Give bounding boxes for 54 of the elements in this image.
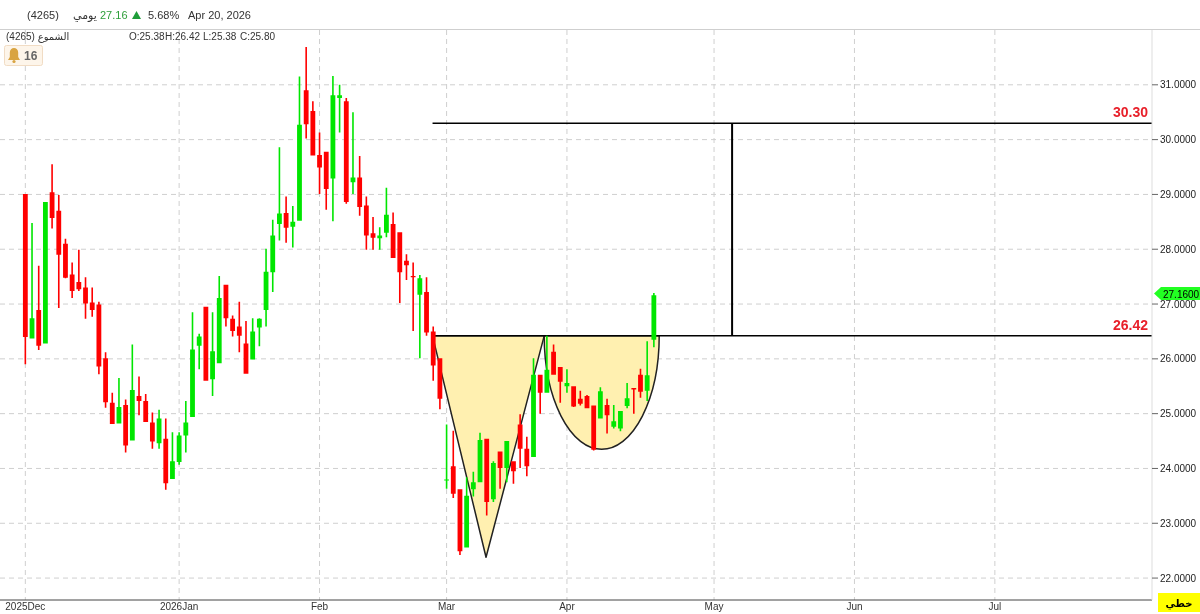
y-tick-label: 31.0000 xyxy=(1160,79,1197,91)
text: Apr 20, 2026 xyxy=(188,9,251,21)
candlestick xyxy=(611,404,617,429)
text: 27.1600 xyxy=(1163,288,1200,300)
y-tick-label: 24.0000 xyxy=(1160,462,1197,474)
annotation: C:25.80 xyxy=(240,31,276,42)
text: يومي xyxy=(73,9,97,22)
candlestick xyxy=(450,430,456,499)
y-tick-label: 28.0000 xyxy=(1160,243,1197,255)
y-tick-label: 22.0000 xyxy=(1160,572,1197,584)
y-tick-label: 29.0000 xyxy=(1160,188,1197,200)
candlestick xyxy=(183,401,189,453)
candlestick xyxy=(283,196,289,243)
candlestick xyxy=(624,382,630,409)
x-tick-label: 2025Dec xyxy=(5,601,46,612)
text: 5.68% xyxy=(148,9,180,21)
ref-line-label: 30.30 xyxy=(1112,104,1149,121)
y-tick-label: 26.0000 xyxy=(1160,353,1197,365)
candlestick xyxy=(196,333,202,370)
chart-title: (4265) xyxy=(27,9,59,21)
candlestick xyxy=(56,194,62,308)
y-tick-label: 30.0000 xyxy=(1160,134,1197,146)
x-tick-label: May xyxy=(704,601,724,612)
x-tick-label: Apr xyxy=(559,601,576,612)
candlestick xyxy=(136,376,142,416)
candlestick xyxy=(644,341,650,402)
candlestick xyxy=(410,262,416,331)
annotation: 16 xyxy=(24,49,38,63)
candlestick xyxy=(544,335,550,393)
candlestick xyxy=(350,112,356,194)
candlestick xyxy=(36,265,42,351)
y-tick-label: 25.0000 xyxy=(1160,408,1197,420)
x-tick-label: Jul xyxy=(988,601,1002,612)
candlestick xyxy=(557,367,563,403)
x-tick-label: 2026Jan xyxy=(159,601,199,612)
annotation: L:25.38 xyxy=(203,31,237,42)
x-tick-label: Jun xyxy=(846,601,863,612)
candlestick xyxy=(631,387,637,414)
y-tick-label: 23.0000 xyxy=(1160,517,1197,529)
annotation: O:25.38 xyxy=(129,31,166,42)
text: خطي xyxy=(1165,598,1193,610)
candlestick xyxy=(29,222,35,339)
ref-line-label: 26.42 xyxy=(1112,316,1149,333)
x-tick-label: Feb xyxy=(310,601,329,612)
text: 27.16 xyxy=(100,9,128,21)
candlestick xyxy=(564,369,570,393)
candlestick xyxy=(290,205,296,248)
annotation: (4265) الشموع xyxy=(6,31,70,43)
candlestick xyxy=(370,216,376,250)
x-tick-label: Mar xyxy=(437,601,456,612)
y-tick-label: 27.0000 xyxy=(1160,298,1197,310)
candlestick xyxy=(417,274,423,359)
annotation: H:26.42 xyxy=(165,31,201,42)
candlestick xyxy=(377,227,383,250)
